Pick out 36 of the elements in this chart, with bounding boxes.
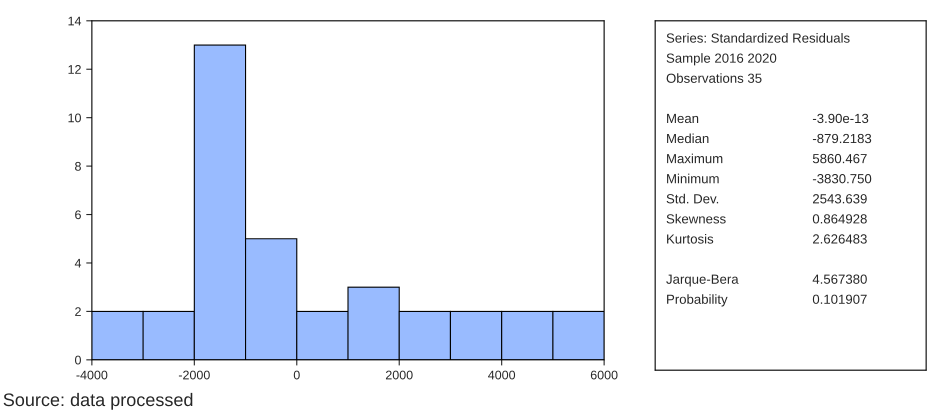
- category-label: Std. Dev.: [666, 194, 718, 204]
- data-label: 4.567380: [812, 274, 867, 284]
- x-tick-label: 0: [294, 370, 300, 380]
- y-tick-label: 4: [74, 258, 82, 268]
- x-tick-label: 2000: [386, 370, 413, 380]
- data-label: 2.626483: [813, 234, 867, 244]
- data-label: 0.864928: [812, 214, 867, 224]
- category-label: Median: [667, 133, 708, 144]
- y-tick-label: 2: [75, 307, 81, 316]
- text: Series: Standardized Residuals: [666, 33, 850, 43]
- source-note: Source: data processed: [4, 392, 192, 410]
- category-label: Minimum: [667, 174, 719, 184]
- data-label: 5860.467: [812, 154, 867, 164]
- y-tick-label: 10: [68, 113, 81, 122]
- category-label: Kurtosis: [667, 234, 714, 244]
- x-tick-label: 4000: [488, 370, 516, 380]
- y-tick-label: 8: [75, 162, 81, 171]
- category-label: Maximum: [667, 154, 722, 164]
- data-label: -879.2183: [812, 134, 872, 144]
- x-tick-label: -4000: [76, 370, 108, 380]
- category-label: Jarque-Bera: [666, 274, 739, 286]
- data-label: -3830.750: [812, 174, 872, 184]
- data-label: -3.90e-13: [812, 114, 868, 124]
- text: Observations 35: [666, 73, 762, 83]
- y-tick-label: 12: [68, 65, 81, 74]
- y-tick-label: 0: [74, 356, 81, 364]
- category-label: Probability: [667, 294, 728, 307]
- category-label: Skewness: [666, 214, 726, 224]
- x-tick-label: -2000: [178, 370, 210, 380]
- y-tick-label: 14: [68, 16, 82, 26]
- y-tick-label: 6: [75, 210, 81, 220]
- text: Sample 2016 2020: [666, 53, 776, 66]
- category-label: Mean: [667, 114, 698, 124]
- data-label: 0.101907: [812, 294, 867, 304]
- x-tick-label: 6000: [590, 370, 618, 380]
- data-label: 2543.639: [813, 194, 867, 204]
